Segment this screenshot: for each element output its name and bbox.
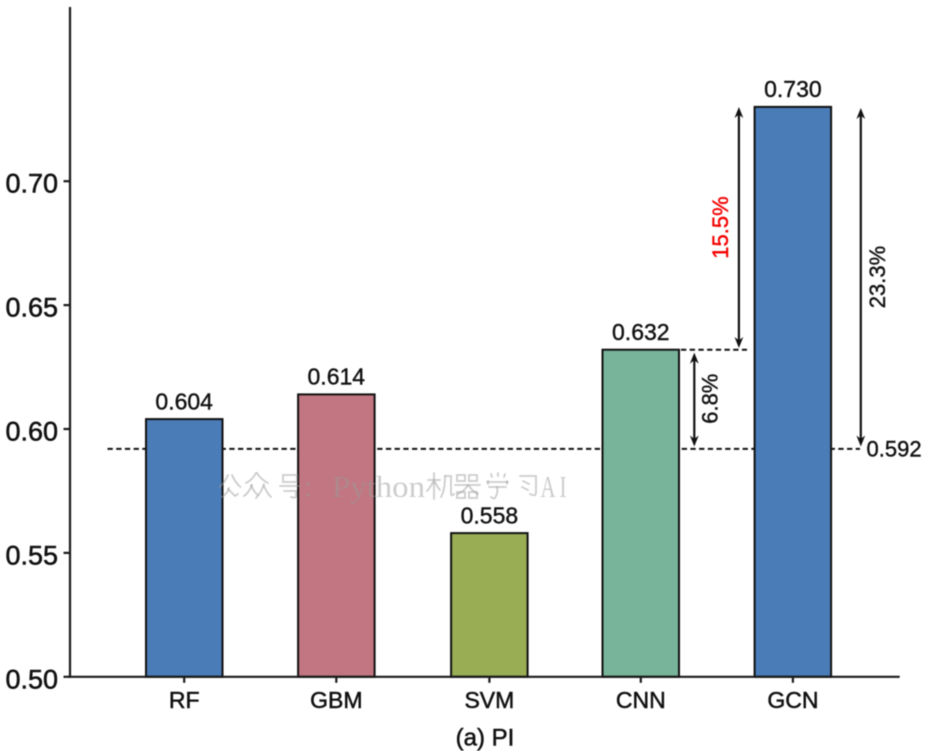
svg-text:0.70: 0.70 (5, 169, 58, 199)
svg-text:23.3%: 23.3% (865, 246, 890, 308)
svg-text:0.614: 0.614 (308, 364, 366, 390)
svg-text:GBM: GBM (310, 687, 362, 713)
svg-text:0.730: 0.730 (764, 76, 822, 102)
svg-text:0.604: 0.604 (155, 388, 213, 414)
svg-text:RF: RF (169, 687, 200, 713)
svg-text:0.50: 0.50 (5, 664, 58, 694)
svg-text:0.592: 0.592 (867, 437, 922, 462)
svg-text:GCN: GCN (767, 687, 818, 713)
svg-text:SVM: SVM (464, 687, 514, 713)
svg-text:(a) PI: (a) PI (456, 725, 515, 751)
svg-text:0.55: 0.55 (5, 540, 58, 570)
svg-text:0.632: 0.632 (612, 319, 670, 345)
svg-text:A: A (541, 469, 556, 504)
svg-text:6.8%: 6.8% (697, 374, 722, 424)
svg-text:CNN: CNN (616, 687, 666, 713)
svg-text:0.65: 0.65 (5, 293, 58, 323)
svg-text:Python: Python (332, 469, 426, 504)
svg-text:0.558: 0.558 (461, 502, 519, 528)
svg-text:I: I (560, 469, 567, 504)
svg-text:15.5%: 15.5% (708, 196, 733, 258)
svg-text:0.60: 0.60 (5, 417, 58, 447)
